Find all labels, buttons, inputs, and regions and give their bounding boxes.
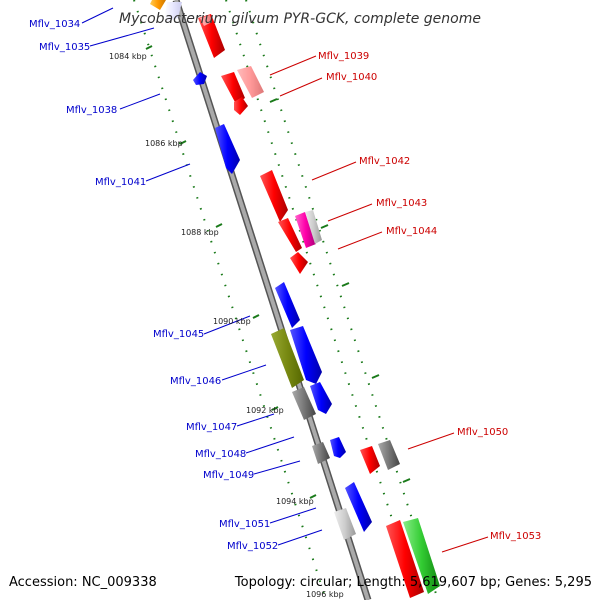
- genome-backbone: [172, 0, 372, 600]
- label-connectors: [81, 7, 489, 553]
- gene-mflv-1039b: [234, 97, 248, 115]
- gene-mflv-1047b: [310, 382, 332, 414]
- tick-label-1084: 1084 kbp: [109, 52, 147, 61]
- gene-label-mflv-1035: Mflv_1035: [39, 42, 90, 53]
- guide-lines: [133, 0, 439, 600]
- tick-label-1096: 1096 kbp: [306, 590, 344, 599]
- gene-label-mflv-1040: Mflv_1040: [326, 72, 377, 83]
- gene-mflv-1046: [271, 328, 304, 388]
- gene-mflv-1044: [278, 218, 302, 252]
- gene-mflv-1051: [345, 482, 372, 532]
- gene-label-mflv-1049: Mflv_1049: [203, 470, 254, 481]
- gene-label-mflv-1050: Mflv_1050: [457, 427, 508, 438]
- gene-mflv-1036b: [200, 15, 212, 26]
- gene-label-mflv-1052: Mflv_1052: [227, 541, 278, 552]
- gene-mflv-1047: [292, 387, 316, 420]
- tick-label-1088: 1088 kbp: [181, 228, 219, 237]
- gene-mflv-1049: [330, 437, 346, 458]
- genome-summary-text: Topology: circular; Length: 5,619,607 bp…: [234, 575, 592, 590]
- gene-mflv-1043b: [305, 210, 322, 244]
- tick-label-1092: 1092 kbp: [246, 406, 284, 415]
- gene-label-mflv-1043: Mflv_1043: [376, 198, 427, 209]
- gene-mflv-1050: [360, 446, 380, 474]
- tick-label-1094: 1094 kbp: [276, 497, 314, 506]
- gene-mflv-1044b: [290, 252, 308, 274]
- gene-mflv-1050b: [378, 440, 400, 470]
- gene-label-mflv-1048: Mflv_1048: [195, 449, 246, 460]
- gene-label-mflv-1047: Mflv_1047: [186, 422, 237, 433]
- gene-mflv-1040: [237, 66, 264, 98]
- gene-mflv-1041: [215, 124, 240, 174]
- gene-mflv-1045: [275, 282, 300, 328]
- tick-label-1086: 1086 kbp: [145, 139, 183, 148]
- accession-text: Accession: NC_009338: [9, 575, 157, 590]
- gene-label-mflv-1051: Mflv_1051: [219, 519, 270, 530]
- gene-mflv-1043: [295, 212, 316, 248]
- gene-mflv-1042: [260, 170, 288, 222]
- map-title: Mycobacterium gilvum PYR-GCK, complete g…: [119, 11, 481, 27]
- tick-label-1090: 1090 kbp: [213, 317, 251, 326]
- gene-label-mflv-1045: Mflv_1045: [153, 329, 204, 340]
- genes: [150, 0, 440, 598]
- gene-label-mflv-1041: Mflv_1041: [95, 177, 146, 188]
- gene-label-mflv-1042: Mflv_1042: [359, 156, 410, 167]
- gene-mflv-1048: [312, 442, 330, 464]
- gene-label-mflv-1046: Mflv_1046: [170, 376, 221, 387]
- gene-mflv-1039: [221, 72, 245, 104]
- gene-label-mflv-1044: Mflv_1044: [386, 226, 437, 237]
- gene-mflv-1046b: [290, 326, 322, 384]
- gene-label-mflv-1038: Mflv_1038: [66, 105, 117, 116]
- tick-marks: [145, 45, 411, 499]
- gene-mflv-1037: [193, 72, 207, 85]
- gene-mflv-1034: [150, 0, 166, 10]
- gene-label-mflv-1034: Mflv_1034: [29, 19, 80, 30]
- gene-mflv-1052: [334, 508, 356, 540]
- gene-mflv-1053: [386, 520, 424, 598]
- reverse-strand-labels: Mflv_1034 Mflv_1035 Mflv_1038 Mflv_1041 …: [29, 19, 278, 552]
- gene-mflv-1053b: [403, 518, 440, 594]
- gene-mflv-1035: [164, 2, 182, 22]
- gene-label-mflv-1039: Mflv_1039: [318, 51, 369, 62]
- tick-labels: 1084 kbp 1086 kbp 1088 kbp 1090 kbp 1092…: [109, 52, 344, 599]
- gene-label-mflv-1053: Mflv_1053: [490, 531, 541, 542]
- forward-strand-labels: Mflv_1039 Mflv_1040 Mflv_1042 Mflv_1043 …: [318, 51, 541, 542]
